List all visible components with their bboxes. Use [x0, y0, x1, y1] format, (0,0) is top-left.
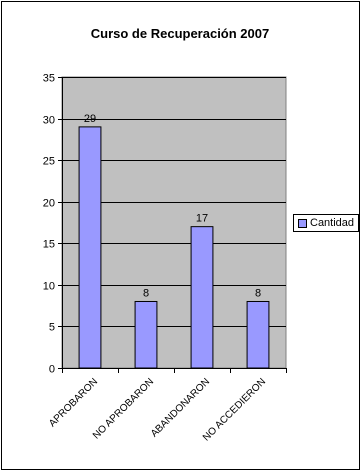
- x-tick-label: ABANDONARON: [149, 376, 212, 439]
- x-tick-label: NO ACCEDIERON: [201, 376, 268, 443]
- bar: [134, 300, 158, 369]
- x-tick-label: APROBARON: [47, 376, 100, 429]
- legend: Cantidad: [293, 214, 359, 232]
- legend-label-cantidad: Cantidad: [310, 217, 355, 229]
- y-tick-label: 10: [43, 281, 55, 293]
- bar: [246, 300, 270, 369]
- bar: [190, 226, 214, 369]
- y-tick-label: 20: [43, 198, 55, 210]
- bar: [78, 126, 102, 369]
- y-tick-label: 5: [49, 322, 55, 334]
- y-tick-label: 15: [43, 239, 55, 251]
- y-tick-label: 0: [49, 364, 55, 376]
- chart-title: Curso de Recuperación 2007: [90, 26, 270, 41]
- y-tick-label: 30: [43, 115, 55, 127]
- legend-swatch: [298, 218, 307, 228]
- data-label: 29: [84, 113, 96, 125]
- data-label: 17: [196, 213, 208, 225]
- x-tick-label: NO APROBARON: [91, 376, 156, 441]
- y-tick-label: 25: [43, 156, 55, 168]
- data-label: 8: [255, 287, 261, 299]
- y-tick-label: 35: [43, 73, 55, 85]
- data-label: 8: [143, 287, 149, 299]
